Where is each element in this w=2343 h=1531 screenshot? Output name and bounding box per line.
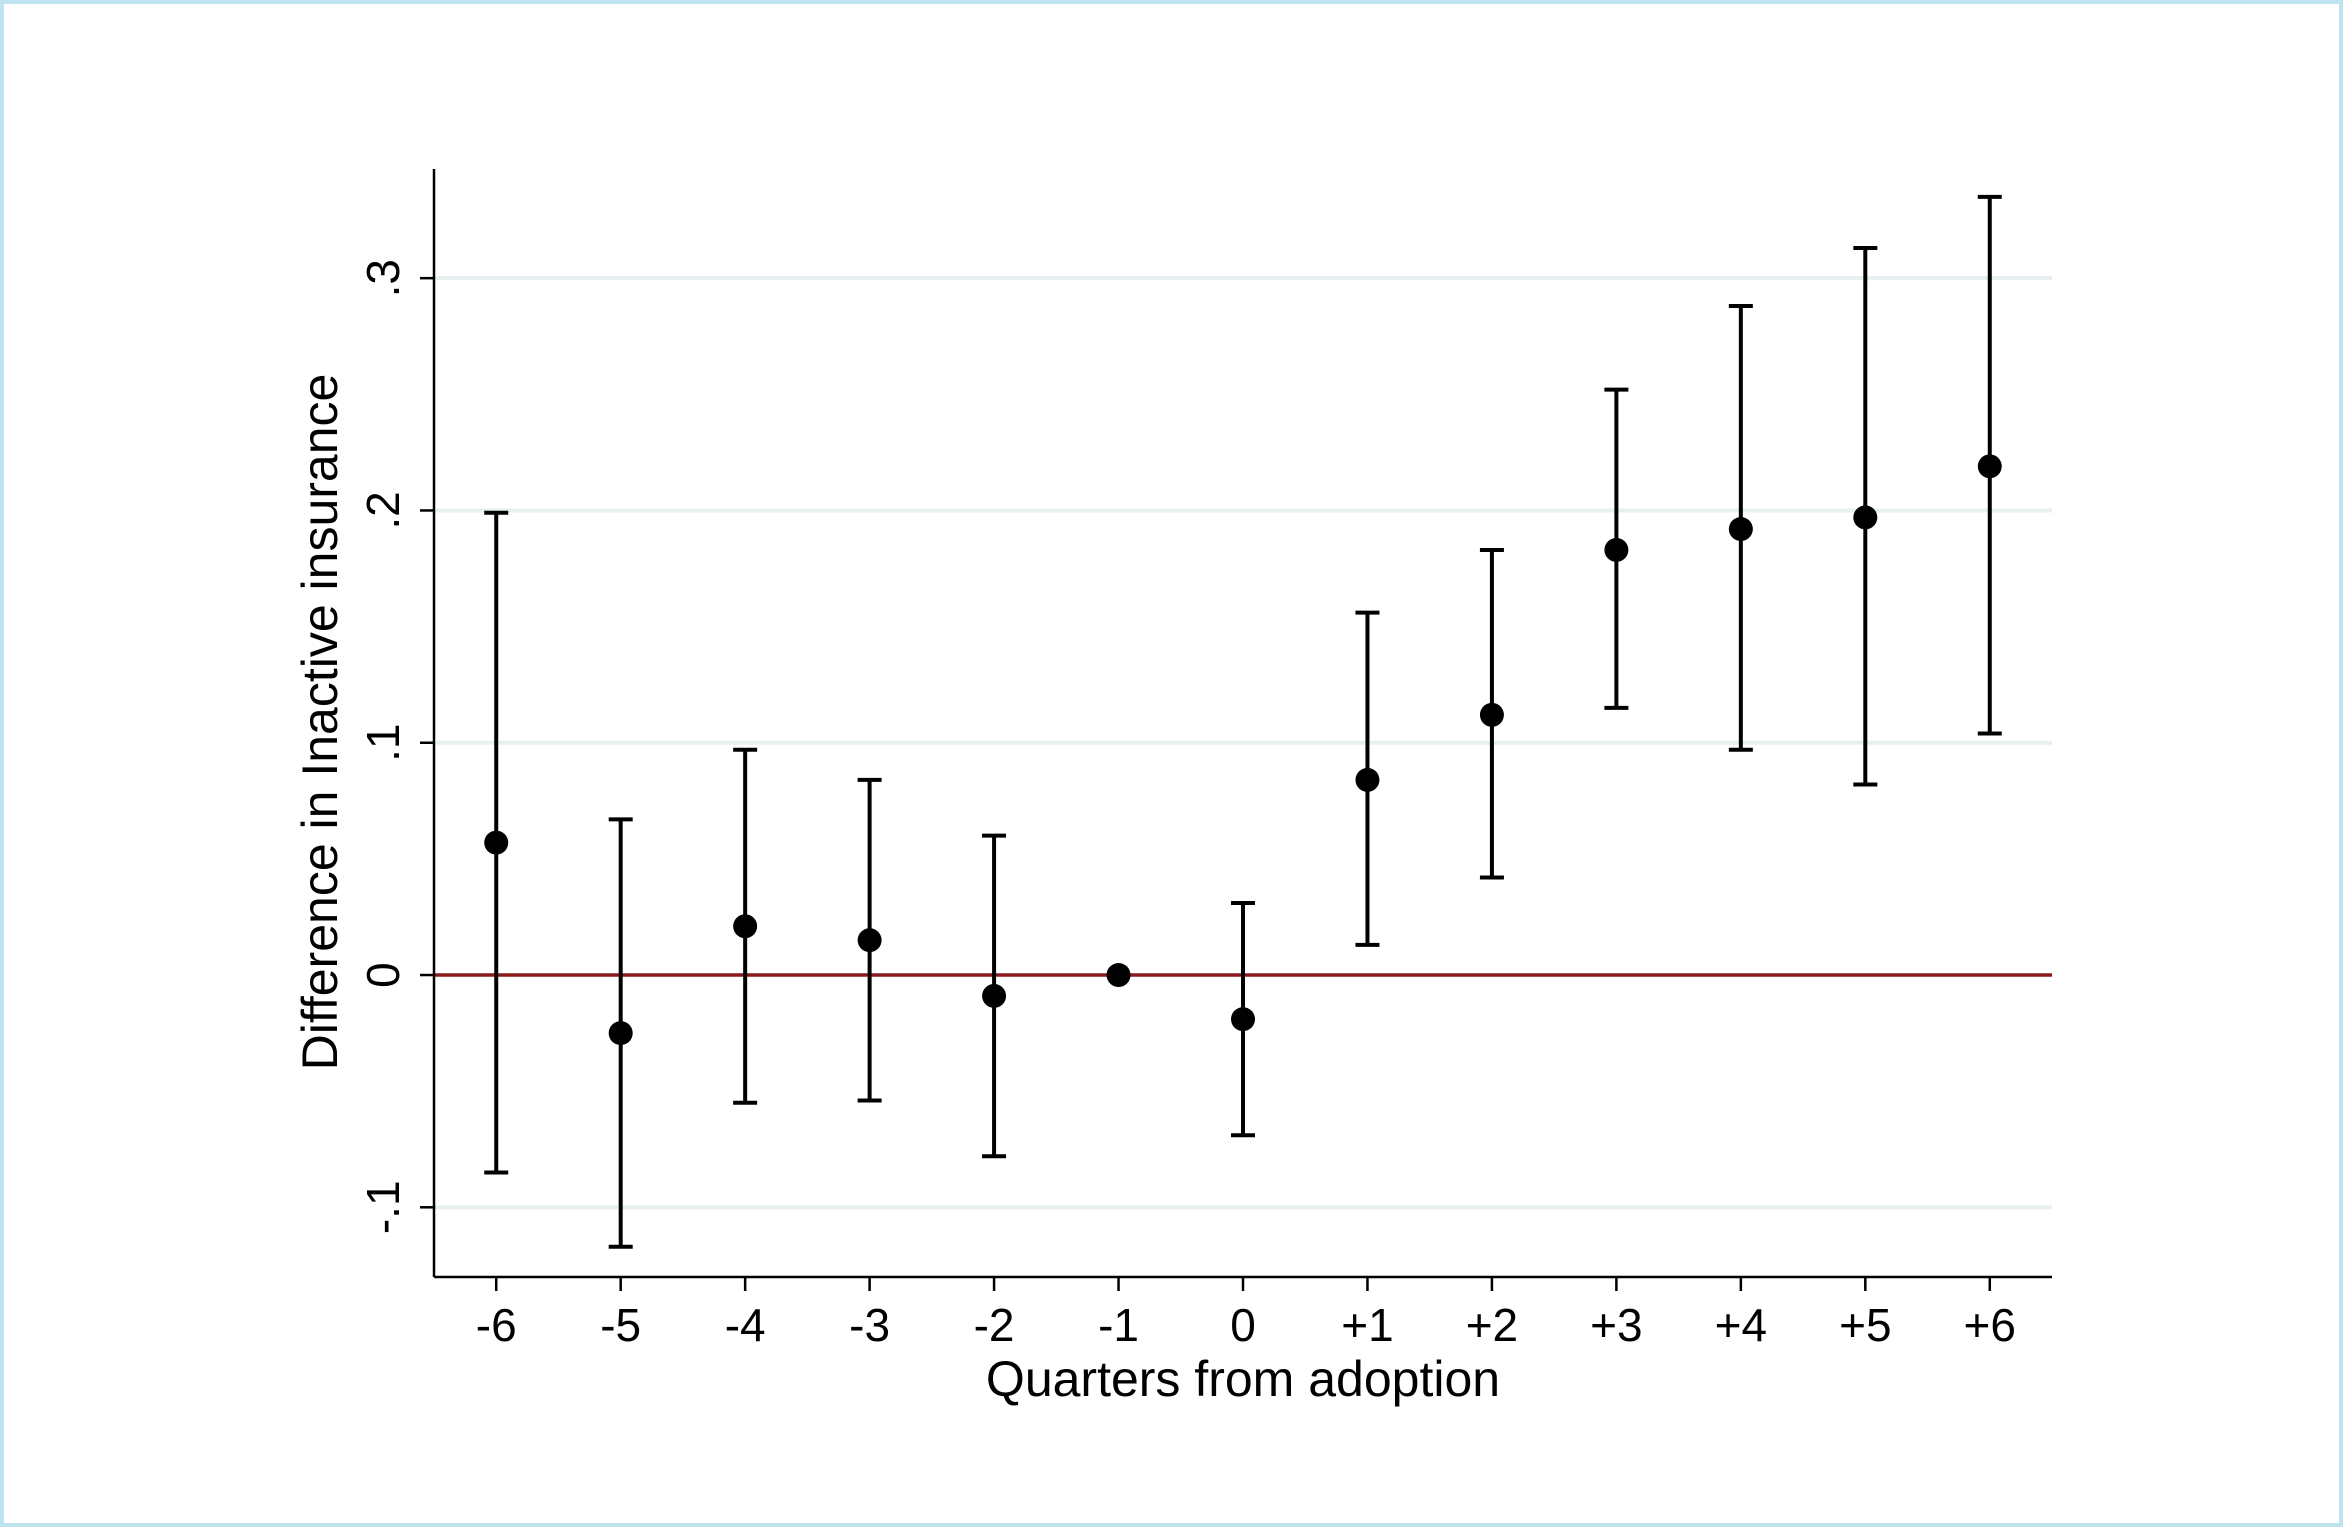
x-tick-label: +6 <box>1964 1299 2016 1351</box>
point-estimate-marker <box>1977 454 2002 479</box>
x-tick-label: -1 <box>1098 1299 1139 1351</box>
point-estimates <box>484 454 2002 1046</box>
axes <box>420 169 2052 1291</box>
x-tick-label: -6 <box>476 1299 517 1351</box>
x-tick-label: +5 <box>1839 1299 1891 1351</box>
point-estimate-marker <box>857 928 882 953</box>
x-tick-label: -5 <box>600 1299 641 1351</box>
y-tick-label: 0 <box>357 962 409 988</box>
x-tick-label: +1 <box>1341 1299 1393 1351</box>
y-tick-label: .2 <box>357 491 409 529</box>
tick-labels: -.1 0 .1 .2 .3 -6 -5 -4 -3 -2 -1 0 +1 +2 +3 +4 +5 +6 <box>357 259 2016 1351</box>
x-tick-label: -3 <box>849 1299 890 1351</box>
point-estimate-marker <box>1106 963 1131 988</box>
x-axis-title: Quarters from adoption <box>986 1351 1500 1407</box>
x-tick-label: 0 <box>1230 1299 1256 1351</box>
chart: -.1 0 .1 .2 .3 -6 -5 -4 -3 -2 -1 0 +1 +2 +3 +4 +5 +6 Quar… <box>292 169 2052 1407</box>
point-estimate-marker <box>1604 537 1629 562</box>
point-estimate-marker <box>1231 1007 1255 1032</box>
x-tick-label: -2 <box>974 1299 1015 1351</box>
y-tick-label: .1 <box>357 724 409 762</box>
x-tick-label: +4 <box>1715 1299 1767 1351</box>
x-tick-label: +2 <box>1466 1299 1518 1351</box>
point-estimate-marker <box>484 830 509 855</box>
point-estimate-marker <box>608 1021 633 1046</box>
x-tick-label: +3 <box>1590 1299 1642 1351</box>
confidence-intervals <box>484 194 2002 1249</box>
point-estimate-marker <box>1853 505 1878 530</box>
y-tick-label: .3 <box>357 259 409 297</box>
gridlines <box>434 276 2052 1210</box>
point-estimate-marker <box>1479 702 1504 727</box>
point-estimate-marker <box>982 983 1007 1008</box>
point-estimate-marker <box>733 914 758 939</box>
point-estimate-marker <box>1355 767 1380 792</box>
point-estimate-marker <box>1728 517 1753 542</box>
y-tick-label: -.1 <box>357 1180 409 1234</box>
x-tick-label: -4 <box>725 1299 766 1351</box>
y-axis-title: Difference in Inactive insurance <box>292 374 348 1071</box>
